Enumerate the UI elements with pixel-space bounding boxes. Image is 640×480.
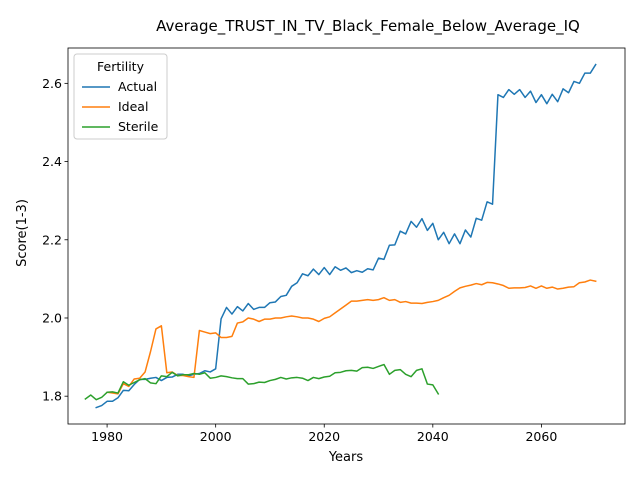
axes-frame (67, 47, 626, 425)
chart-title: Average_TRUST_IN_TV_Black_Female_Below_A… (156, 17, 580, 36)
x-tick-label: 2040 (417, 429, 449, 444)
series-line-actual (95, 63, 597, 409)
x-tick-label: 2020 (308, 429, 340, 444)
x-axis-label: Years (328, 450, 364, 465)
y-tick-label: 2.4 (42, 154, 62, 169)
y-tick-label: 2.2 (42, 232, 62, 247)
legend-entry-label: Actual (118, 79, 157, 94)
y-axis-label: Score(1-3) (15, 199, 30, 267)
legend-title: Fertility (97, 59, 145, 74)
legend-entry-label: Sterile (118, 119, 159, 134)
x-tick-label: 2060 (525, 429, 557, 444)
x-tick-label: 2000 (200, 429, 232, 444)
legend: Fertility Actual Ideal Sterile (73, 53, 168, 140)
legend-box (73, 53, 168, 140)
series-line-sterile (84, 363, 440, 401)
x-tick-label: 1980 (91, 429, 123, 444)
y-tick-label: 1.8 (42, 389, 62, 404)
plot-area: 1980 2000 2020 2040 2060 1.8 2.0 2.2 2.4 2.6 (42, 47, 626, 444)
y-tick-label: 2.6 (42, 76, 62, 91)
series-line-ideal (106, 279, 597, 395)
legend-entry-label: Ideal (118, 99, 148, 114)
y-tick-label: 2.0 (42, 310, 62, 325)
